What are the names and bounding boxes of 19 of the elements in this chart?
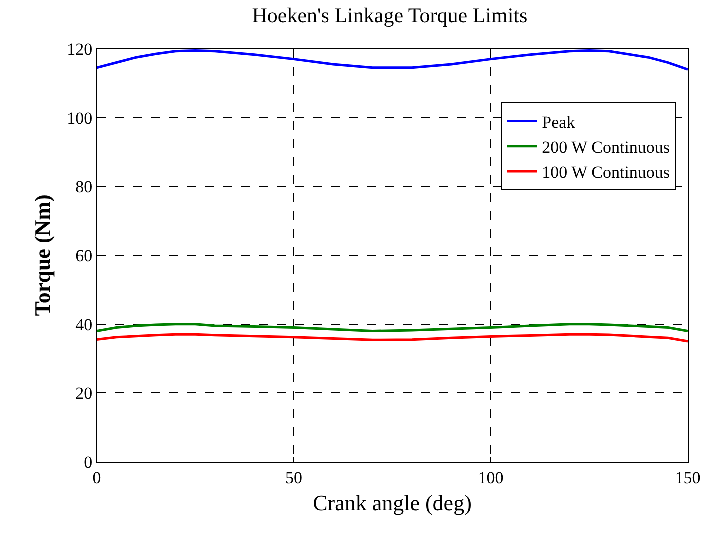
legend-label: Peak [542,112,576,132]
x-axis-title: Crank angle (deg) [313,490,472,516]
legend-label: 100 W Continuous [542,163,670,182]
line-series [97,323,688,332]
y-tick-label: 20 [76,384,93,404]
y-tick-label: 60 [76,246,93,266]
x-tick-label: 150 [675,468,701,488]
chart-title: Hoeken's Linkage Torque Limits [252,4,528,28]
y-axis-title: Torque (Nm) [30,194,55,316]
y-tick-label: 0 [84,452,93,472]
y-tick-label: 40 [76,315,93,334]
x-tick-label: 50 [286,468,302,488]
line-series [97,333,688,343]
line-series [97,49,688,71]
y-tick-label: 100 [67,108,93,128]
legend-label: 200 W Continuous [542,138,670,157]
y-tick-label: 120 [67,40,93,59]
x-tick-label: 100 [478,468,504,488]
y-tick-label: 80 [76,178,93,197]
